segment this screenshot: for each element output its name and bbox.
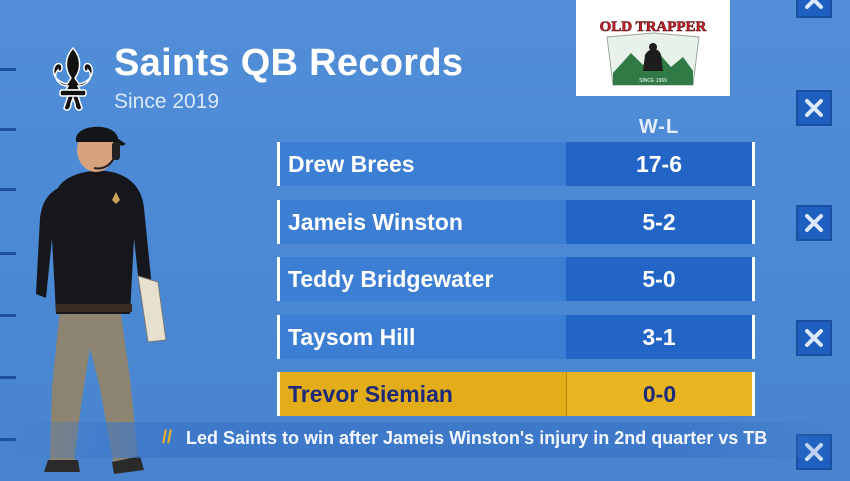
edge-tick (0, 188, 16, 191)
qb-record: 5-0 (566, 257, 752, 301)
qb-record: 0-0 (566, 372, 752, 416)
edge-tick (0, 68, 16, 71)
qb-name: Trevor Siemian (280, 372, 566, 416)
qb-record: 17-6 (566, 142, 752, 186)
sponsor-logo: OLD TRAPPER SINCE 1969 (576, 0, 730, 96)
ticker-marker: // (162, 427, 173, 447)
qb-name: Jameis Winston (280, 200, 566, 244)
edge-tick (0, 252, 16, 255)
sponsor-tagline: SINCE 1969 (639, 78, 667, 84)
qb-record: 3-1 (566, 315, 752, 359)
qb-name: Teddy Bridgewater (280, 257, 566, 301)
column-header-wl: W-L (638, 116, 680, 138)
ticker-text: Led Saints to win after Jameis Winston's… (186, 428, 768, 448)
qb-record: 5-2 (566, 200, 752, 244)
edge-tick (0, 376, 16, 379)
table-row-highlighted: Trevor Siemian 0-0 (277, 372, 755, 416)
qb-name: Drew Brees (280, 142, 566, 186)
edge-tick (0, 128, 16, 131)
fleur-de-lis-icon (44, 46, 102, 114)
table-row: Drew Brees 17-6 (277, 142, 755, 186)
close-icon (796, 320, 832, 356)
sponsor-wordmark: OLD TRAPPER (600, 19, 707, 35)
ticker-bar (0, 422, 850, 458)
close-icon (796, 90, 832, 126)
table-row: Jameis Winston 5-2 (277, 200, 755, 244)
qb-name: Taysom Hill (280, 315, 566, 359)
edge-tick (0, 314, 16, 317)
page-subtitle: Since 2019 (114, 90, 220, 113)
table-row: Teddy Bridgewater 5-0 (277, 257, 755, 301)
close-icon (796, 205, 832, 241)
table-row: Taysom Hill 3-1 (277, 315, 755, 359)
page-title: Saints QB Records (114, 42, 464, 84)
close-icon (796, 0, 832, 18)
